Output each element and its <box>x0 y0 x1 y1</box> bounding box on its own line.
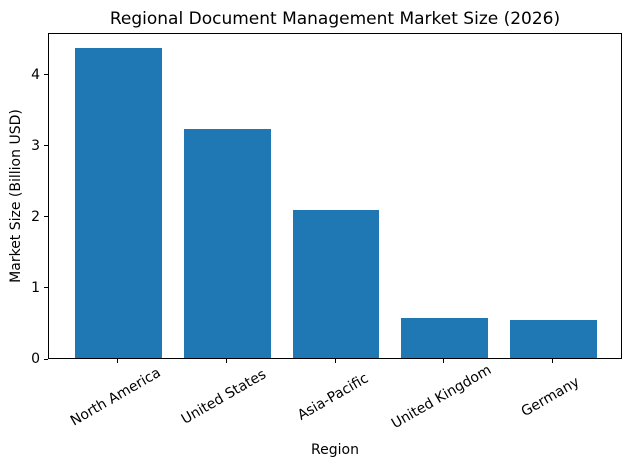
plot-area <box>48 33 622 359</box>
y-tick-mark <box>44 74 48 76</box>
y-tick-label: 1 <box>31 279 40 296</box>
bar <box>183 128 271 358</box>
x-tick-label: Asia-Pacific <box>295 370 372 424</box>
y-tick-label: 0 <box>31 351 40 367</box>
bar <box>75 47 163 358</box>
y-tick-mark <box>44 358 48 360</box>
bar <box>292 209 380 358</box>
x-tick-mark <box>225 359 227 363</box>
bars-container <box>49 34 621 358</box>
y-tick-mark <box>44 216 48 218</box>
x-tick-label: United States <box>179 366 270 428</box>
bar <box>509 319 597 358</box>
x-tick-label: United Kingdom <box>388 362 494 433</box>
y-tick-mark <box>44 287 48 289</box>
x-tick-mark <box>117 359 119 363</box>
y-tick-label: 3 <box>31 137 40 154</box>
y-tick-label: 2 <box>31 208 40 225</box>
y-tick-mark <box>44 145 48 147</box>
x-tick-mark <box>443 359 445 363</box>
x-tick-mark <box>334 359 336 363</box>
x-axis-title: Region <box>311 442 359 458</box>
x-tick-label: North America <box>67 364 164 430</box>
y-axis-title: Market Size (Billion USD) <box>8 109 24 283</box>
bar <box>401 317 489 358</box>
chart-title: Regional Document Management Market Size… <box>109 9 561 29</box>
x-tick-mark <box>551 359 553 363</box>
y-tick-label: 4 <box>31 66 40 83</box>
x-tick-label: Germany <box>519 374 583 421</box>
